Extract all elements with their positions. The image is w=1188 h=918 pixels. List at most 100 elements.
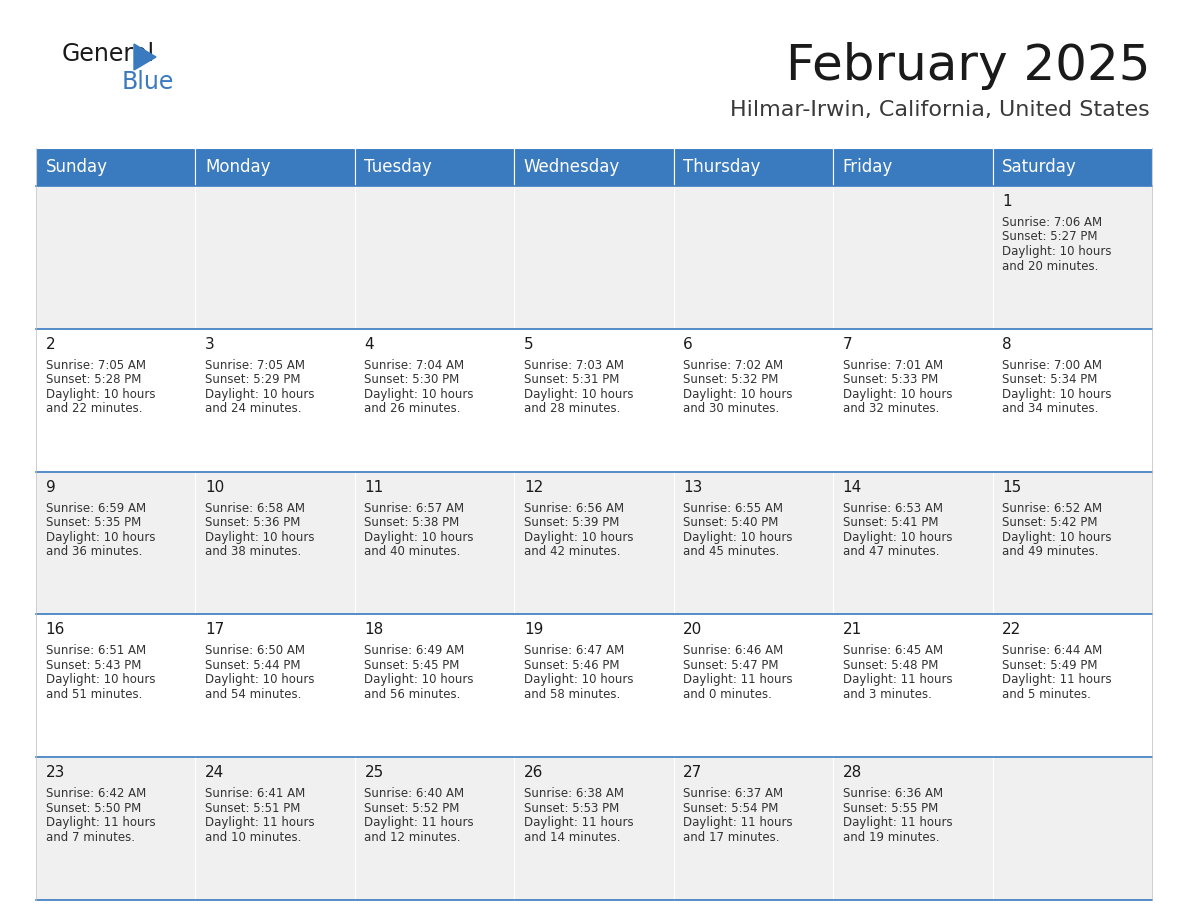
Text: and 54 minutes.: and 54 minutes. [206, 688, 302, 701]
Text: Daylight: 10 hours: Daylight: 10 hours [206, 387, 315, 401]
Bar [514, 472, 674, 614]
Text: Sunset: 5:47 PM: Sunset: 5:47 PM [683, 659, 779, 672]
Text: 23: 23 [45, 766, 65, 780]
Text: Daylight: 10 hours: Daylight: 10 hours [1003, 531, 1112, 543]
Text: Sunset: 5:32 PM: Sunset: 5:32 PM [683, 374, 778, 386]
Text: Monday: Monday [206, 158, 271, 176]
Text: 1: 1 [1003, 194, 1012, 209]
Text: Sunset: 5:51 PM: Sunset: 5:51 PM [206, 801, 301, 814]
Text: Sunset: 5:45 PM: Sunset: 5:45 PM [365, 659, 460, 672]
Text: Sunrise: 6:56 AM: Sunrise: 6:56 AM [524, 501, 624, 515]
Text: 7: 7 [842, 337, 852, 352]
Text: and 7 minutes.: and 7 minutes. [45, 831, 134, 844]
Text: and 22 minutes.: and 22 minutes. [45, 402, 143, 415]
Text: and 26 minutes.: and 26 minutes. [365, 402, 461, 415]
Text: Daylight: 11 hours: Daylight: 11 hours [45, 816, 156, 829]
Text: and 38 minutes.: and 38 minutes. [206, 545, 302, 558]
Text: 11: 11 [365, 479, 384, 495]
Bar [36, 757, 196, 900]
Text: Blue: Blue [122, 70, 175, 94]
Text: Sunrise: 6:47 AM: Sunrise: 6:47 AM [524, 644, 624, 657]
Text: and 19 minutes.: and 19 minutes. [842, 831, 940, 844]
Text: Sunrise: 6:38 AM: Sunrise: 6:38 AM [524, 788, 624, 800]
Text: Sunset: 5:38 PM: Sunset: 5:38 PM [365, 516, 460, 529]
Text: Sunset: 5:46 PM: Sunset: 5:46 PM [524, 659, 619, 672]
Text: Sunrise: 6:37 AM: Sunrise: 6:37 AM [683, 788, 783, 800]
Text: Daylight: 10 hours: Daylight: 10 hours [524, 531, 633, 543]
Text: Daylight: 10 hours: Daylight: 10 hours [365, 387, 474, 401]
Bar [196, 329, 355, 472]
Text: Sunrise: 6:55 AM: Sunrise: 6:55 AM [683, 501, 783, 515]
Text: Sunset: 5:44 PM: Sunset: 5:44 PM [206, 659, 301, 672]
Text: Sunset: 5:29 PM: Sunset: 5:29 PM [206, 374, 301, 386]
Bar [674, 757, 833, 900]
Text: Sunday: Sunday [45, 158, 108, 176]
Text: and 24 minutes.: and 24 minutes. [206, 402, 302, 415]
Text: Sunset: 5:55 PM: Sunset: 5:55 PM [842, 801, 939, 814]
Text: 16: 16 [45, 622, 65, 637]
Text: Sunrise: 7:02 AM: Sunrise: 7:02 AM [683, 359, 783, 372]
Text: 12: 12 [524, 479, 543, 495]
Text: 9: 9 [45, 479, 56, 495]
Text: Sunrise: 6:58 AM: Sunrise: 6:58 AM [206, 501, 305, 515]
Bar [36, 614, 196, 757]
Bar [833, 614, 992, 757]
Text: Sunset: 5:36 PM: Sunset: 5:36 PM [206, 516, 301, 529]
Text: 6: 6 [683, 337, 693, 352]
Text: 8: 8 [1003, 337, 1012, 352]
Text: Daylight: 10 hours: Daylight: 10 hours [365, 531, 474, 543]
Text: Sunrise: 7:03 AM: Sunrise: 7:03 AM [524, 359, 624, 372]
Text: Daylight: 10 hours: Daylight: 10 hours [842, 387, 953, 401]
Text: Sunset: 5:39 PM: Sunset: 5:39 PM [524, 516, 619, 529]
Text: Sunset: 5:35 PM: Sunset: 5:35 PM [45, 516, 141, 529]
Bar [355, 148, 514, 186]
Bar [674, 186, 833, 329]
Text: 14: 14 [842, 479, 862, 495]
Text: and 45 minutes.: and 45 minutes. [683, 545, 779, 558]
Text: Sunrise: 7:00 AM: Sunrise: 7:00 AM [1003, 359, 1102, 372]
Text: Daylight: 11 hours: Daylight: 11 hours [524, 816, 633, 829]
Text: and 20 minutes.: and 20 minutes. [1003, 260, 1099, 273]
Bar [514, 614, 674, 757]
Bar [196, 614, 355, 757]
Text: February 2025: February 2025 [785, 42, 1150, 90]
Text: and 14 minutes.: and 14 minutes. [524, 831, 620, 844]
Text: Daylight: 10 hours: Daylight: 10 hours [45, 674, 156, 687]
Text: Sunrise: 6:44 AM: Sunrise: 6:44 AM [1003, 644, 1102, 657]
Text: Sunrise: 6:46 AM: Sunrise: 6:46 AM [683, 644, 784, 657]
Text: 5: 5 [524, 337, 533, 352]
Text: and 42 minutes.: and 42 minutes. [524, 545, 620, 558]
Bar [355, 186, 514, 329]
Text: 25: 25 [365, 766, 384, 780]
Text: Daylight: 10 hours: Daylight: 10 hours [45, 531, 156, 543]
Text: and 30 minutes.: and 30 minutes. [683, 402, 779, 415]
Bar [674, 148, 833, 186]
Text: Sunset: 5:41 PM: Sunset: 5:41 PM [842, 516, 939, 529]
Bar [833, 148, 992, 186]
Text: Sunset: 5:34 PM: Sunset: 5:34 PM [1003, 374, 1098, 386]
Text: 17: 17 [206, 622, 225, 637]
Text: and 17 minutes.: and 17 minutes. [683, 831, 779, 844]
Bar [992, 757, 1152, 900]
Text: Friday: Friday [842, 158, 893, 176]
Text: Sunrise: 6:51 AM: Sunrise: 6:51 AM [45, 644, 146, 657]
Text: 26: 26 [524, 766, 543, 780]
Text: 21: 21 [842, 622, 862, 637]
Text: 22: 22 [1003, 622, 1022, 637]
Text: and 32 minutes.: and 32 minutes. [842, 402, 939, 415]
Bar [355, 329, 514, 472]
Bar [196, 757, 355, 900]
Text: 18: 18 [365, 622, 384, 637]
Text: and 49 minutes.: and 49 minutes. [1003, 545, 1099, 558]
Text: and 51 minutes.: and 51 minutes. [45, 688, 141, 701]
Text: Sunrise: 6:50 AM: Sunrise: 6:50 AM [206, 644, 305, 657]
Bar [36, 329, 196, 472]
Bar [355, 757, 514, 900]
Bar [514, 757, 674, 900]
Text: and 40 minutes.: and 40 minutes. [365, 545, 461, 558]
Text: and 12 minutes.: and 12 minutes. [365, 831, 461, 844]
Text: Sunset: 5:54 PM: Sunset: 5:54 PM [683, 801, 778, 814]
Text: and 3 minutes.: and 3 minutes. [842, 688, 931, 701]
Text: Sunrise: 6:36 AM: Sunrise: 6:36 AM [842, 788, 943, 800]
Text: and 28 minutes.: and 28 minutes. [524, 402, 620, 415]
